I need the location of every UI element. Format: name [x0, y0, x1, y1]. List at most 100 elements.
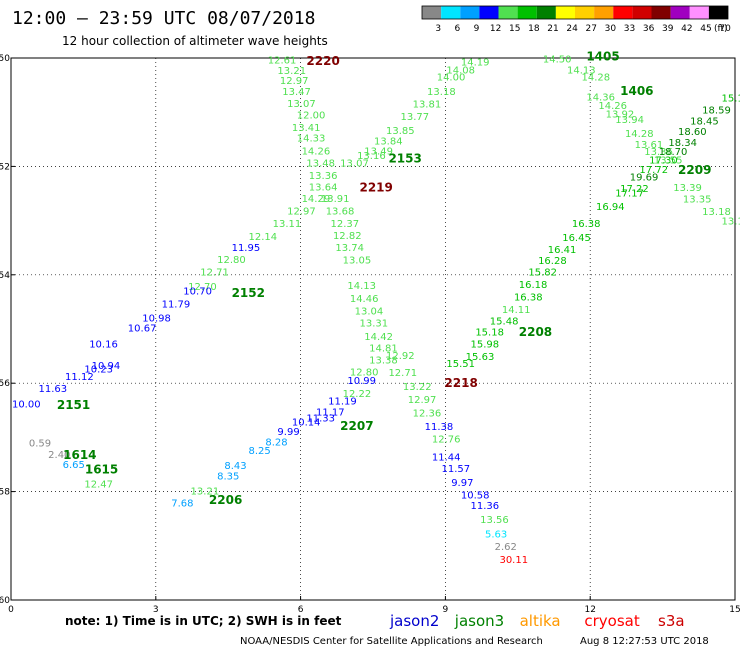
colorbar-label: 39: [662, 24, 674, 34]
track-time-label: 2209: [678, 163, 711, 177]
wave-height-label: 13.41: [292, 123, 321, 134]
wave-height-label: 13.38: [369, 355, 398, 366]
y-tick-label: -58: [0, 488, 10, 498]
wave-height-label: 10.94: [92, 361, 121, 372]
wave-height-label: 12.14: [248, 232, 277, 243]
wave-height-label: 11.33: [306, 413, 335, 424]
colorbar-border: [421, 5, 729, 20]
wave-height-label: 16.94: [596, 202, 625, 213]
colorbar-swatch: [594, 6, 614, 19]
wave-height-label: 12.36: [413, 408, 442, 419]
wave-height-label: 12.37: [331, 219, 360, 230]
colorbar-label: 15: [509, 24, 520, 34]
wave-height-label: 6.65: [63, 460, 85, 471]
colorbar-swatch: [555, 6, 575, 19]
legend-item-s3a: s3a: [658, 612, 685, 630]
wave-height-label: 13.91: [321, 194, 350, 205]
colorbar-swatch: [441, 6, 461, 19]
wave-height-label: 15.82: [528, 268, 557, 279]
wave-height-label: 17.72: [639, 165, 668, 176]
wave-height-label: 12.70: [188, 282, 217, 293]
wave-height-label: 16.38: [514, 292, 543, 303]
wave-height-label: 12.47: [84, 479, 113, 490]
y-tick-label: -50: [0, 54, 10, 64]
wave-height-label: 5.63: [485, 529, 507, 540]
track-time-label: 2153: [388, 152, 421, 166]
wave-height-label: 15.63: [466, 352, 495, 363]
wave-height-label: 10.00: [12, 399, 41, 410]
wave-height-label: 18.45: [690, 116, 719, 127]
wave-height-label: 18.59: [702, 105, 731, 116]
colorbar-swatch: [575, 6, 595, 19]
wave-height-label: 11.63: [39, 384, 68, 395]
wave-height-label: 13.21: [277, 66, 306, 77]
wave-height-label: 17.17: [615, 188, 644, 199]
wave-height-label: 14.19: [461, 57, 490, 68]
x-tick-label: 15: [729, 605, 740, 615]
wave-height-label: 13.77: [401, 112, 430, 123]
wave-height-label: 8.35: [217, 471, 239, 482]
wave-height-label: 13.55: [654, 155, 683, 166]
wave-height-label: 13.56: [480, 515, 509, 526]
wave-height-label: 11.17: [316, 407, 345, 418]
wave-height-label: 0.59: [29, 438, 51, 449]
wave-height-label: 13.81: [413, 100, 442, 111]
wave-height-label: 8.25: [248, 446, 270, 457]
wave-height-label: 13.35: [683, 194, 712, 205]
wave-height-label: 13.04: [355, 307, 384, 318]
wave-height-label: 13.68: [326, 206, 355, 217]
wave-height-label: 10.23: [84, 365, 113, 376]
wave-height-label: 11.57: [442, 464, 471, 475]
wave-height-label: 16.18: [519, 280, 548, 291]
wave-height-label: 10.98: [142, 314, 171, 325]
colorbar-swatch: [632, 6, 652, 19]
satellite-legend: jason2 jason3 altika cryosat s3a: [389, 612, 685, 630]
wave-height-label: 13.18: [721, 217, 740, 228]
wave-height-label: 12.76: [432, 434, 461, 445]
colorbar-swatch: [517, 6, 537, 19]
wave-height-label: 14.33: [297, 134, 326, 145]
wave-height-label: 14.28: [582, 72, 611, 83]
wave-height-label: 9.99: [277, 427, 299, 438]
wave-height-label: 15.18: [475, 328, 504, 339]
track-time-label: 2151: [57, 398, 90, 412]
wave-height-label: 14.00: [437, 72, 466, 83]
y-tick-label: -60: [0, 596, 10, 606]
x-tick-label: 12: [584, 605, 595, 615]
wave-height-label: 14.42: [364, 332, 393, 343]
y-tick-label: -54: [0, 271, 10, 281]
wave-height-label: 11.44: [432, 452, 461, 463]
colorbar-label: 45: [700, 24, 711, 34]
colorbar-label: 27: [586, 24, 597, 34]
colorbar-label: 42: [681, 24, 692, 34]
wave-height-label: 13.74: [335, 243, 364, 254]
track-time-label: 1406: [620, 84, 653, 98]
wave-height-label: 17.22: [620, 184, 649, 195]
colorbar-swatch: [460, 6, 480, 19]
wave-height-label: 11.36: [470, 501, 499, 512]
y-tick-label: -56: [0, 379, 10, 389]
colorbar-swatch: [670, 6, 690, 19]
colorbar-label: 33: [624, 24, 635, 34]
wave-height-label: 11.79: [162, 300, 191, 311]
colorbar-label: 70: [719, 24, 731, 34]
wave-height-label: 13.92: [606, 109, 635, 120]
wave-height-label: 18.34: [668, 138, 697, 149]
wave-height-label: 16.45: [562, 233, 591, 244]
wave-height-label: 13.85: [386, 126, 415, 137]
wave-height-label: 15.18: [721, 94, 740, 105]
wave-height-label: 14.50: [543, 55, 572, 66]
wave-height-label: 13.94: [615, 115, 644, 126]
wave-height-label: 16.38: [572, 219, 601, 230]
wave-height-label: 12.22: [343, 389, 372, 400]
wave-height-label: 19.69: [630, 173, 659, 184]
chart-subtitle: 12 hour collection of altimeter wave hei…: [62, 34, 328, 48]
wave-height-label: 14.11: [502, 305, 531, 316]
wave-height-label: 13.36: [644, 147, 673, 158]
wave-height-label: 12.97: [408, 395, 437, 406]
track-time-label: 1614: [63, 448, 96, 462]
wave-height-label: 12.97: [287, 206, 316, 217]
wave-height-label: 16.41: [548, 245, 577, 256]
wave-height-label: 15.51: [446, 359, 475, 370]
